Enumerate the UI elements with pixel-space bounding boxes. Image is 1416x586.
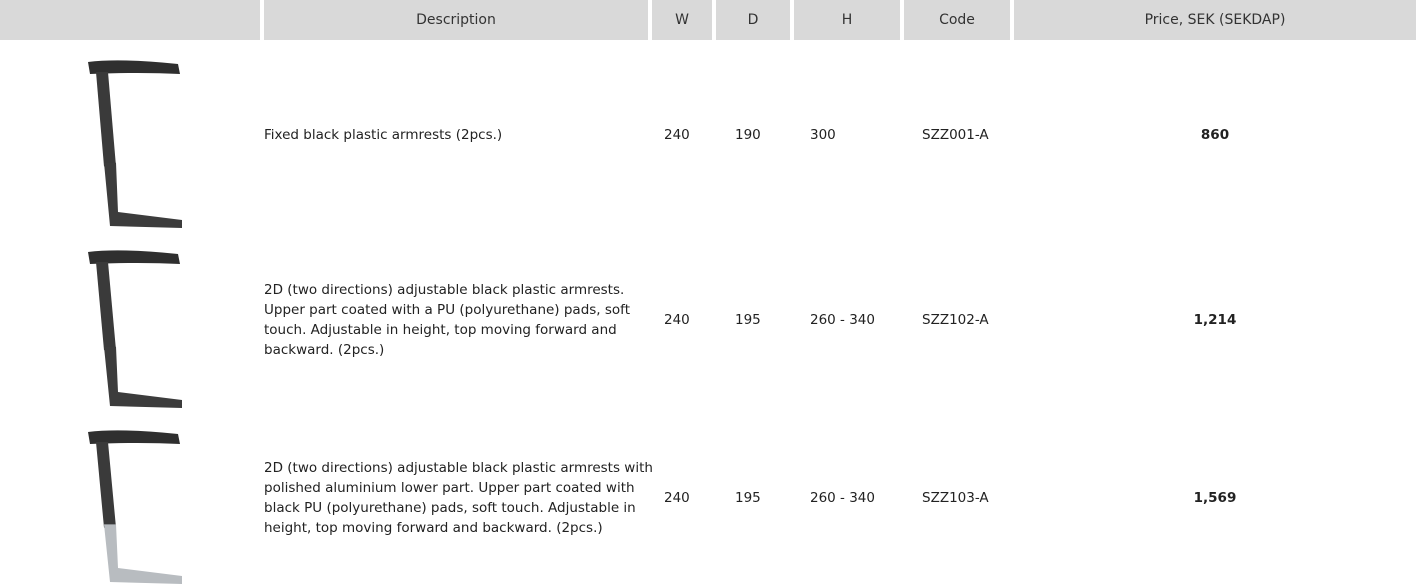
description: Fixed black plastic armrests (2pcs.)	[264, 127, 503, 143]
cell: 260 - 340	[810, 312, 875, 328]
cell: 260 - 340	[810, 490, 875, 506]
description: 2D (two directions) adjustable black pla…	[264, 460, 653, 536]
header-cell	[0, 0, 260, 40]
header-cell: D	[716, 0, 790, 40]
cell: 240	[664, 127, 690, 143]
cell: 195	[735, 490, 761, 506]
header-cell: W	[652, 0, 712, 40]
header-cell: H	[794, 0, 900, 40]
header-cell: Code	[904, 0, 1010, 40]
cell: SZZ103-A	[922, 490, 989, 506]
product-image	[88, 60, 182, 228]
cell: 195	[735, 312, 761, 328]
cell: 240	[664, 312, 690, 328]
product-image	[88, 250, 182, 408]
cell: 190	[735, 127, 761, 143]
header-cell: Price, SEK (SEKDAP)	[1014, 0, 1416, 40]
price: 860	[1200, 127, 1230, 143]
price: 1,214	[1193, 312, 1237, 328]
cell: 300	[810, 127, 836, 143]
price: 1,569	[1193, 490, 1237, 506]
cell: SZZ102-A	[922, 312, 989, 328]
description: 2D (two directions) adjustable black pla…	[264, 282, 630, 358]
header-cell: Description	[264, 0, 648, 40]
cell: SZZ001-A	[922, 127, 989, 143]
cell: 240	[664, 490, 690, 506]
product-image	[88, 430, 182, 584]
